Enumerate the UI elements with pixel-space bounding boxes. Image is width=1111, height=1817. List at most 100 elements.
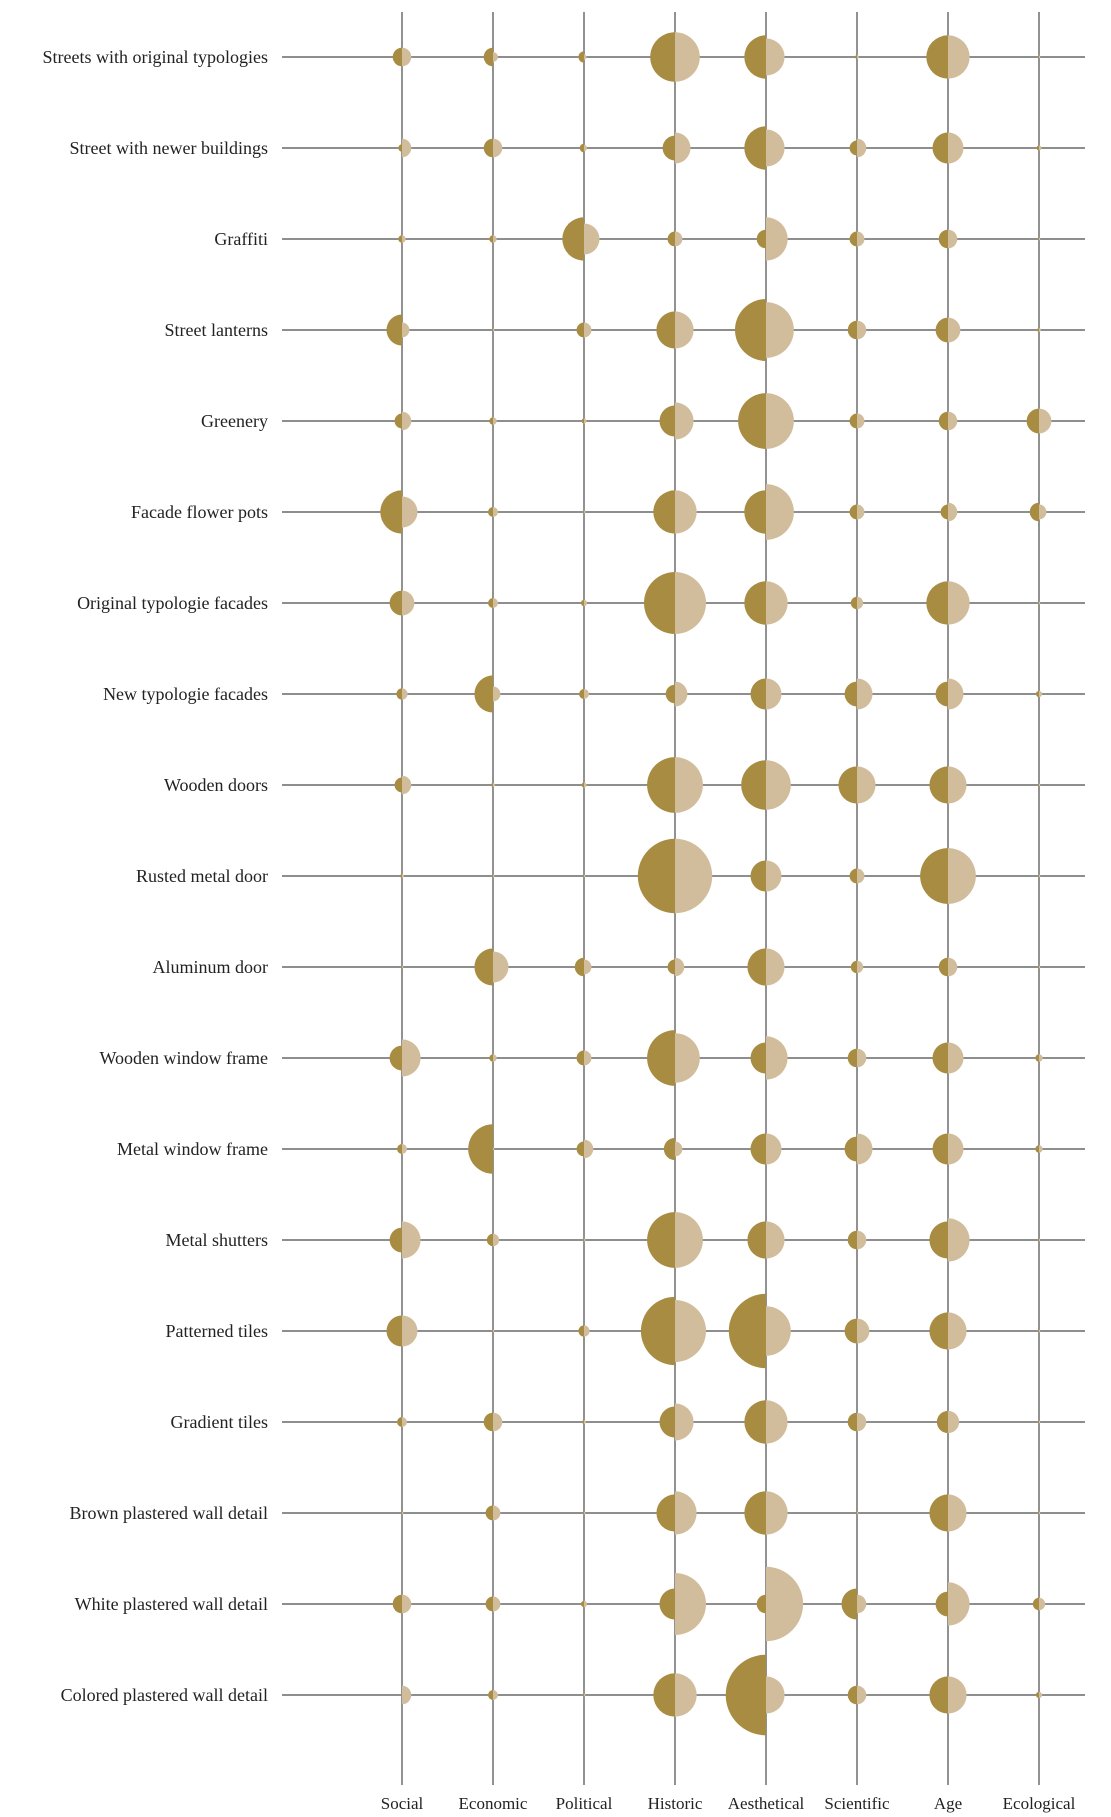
bubble-left-half — [932, 1042, 948, 1074]
bubble-left-half — [844, 681, 857, 707]
column-labels: Social Economic Political Historic Aesthetic… — [381, 1794, 1076, 1813]
bubble-right-half — [948, 678, 964, 710]
bubble-right-half — [584, 1238, 586, 1242]
bubble-left-half — [744, 1400, 766, 1444]
bubble-left-half — [397, 1144, 402, 1154]
bubble-left-half — [386, 314, 402, 346]
bubble-right-half — [584, 782, 587, 788]
bubble-left-half — [935, 1591, 948, 1617]
bubble-right-half — [948, 766, 967, 804]
bubble-left-half — [491, 874, 493, 878]
bubble-right-half — [675, 490, 697, 534]
bubble-right-half — [584, 1693, 586, 1697]
bubble-left-half — [468, 1124, 493, 1174]
bubble-left-half — [744, 490, 766, 534]
bubble-right-half — [766, 38, 785, 76]
bubble-left-half — [667, 231, 675, 247]
bubble-left-half — [847, 1048, 857, 1068]
bubble-right-half — [584, 418, 587, 424]
bubble-right-half — [493, 138, 503, 158]
bubble-right-half — [1039, 601, 1041, 605]
bubble-left-half — [647, 1212, 675, 1268]
row-label: Greenery — [201, 411, 268, 431]
bubble-left-half — [750, 1133, 766, 1165]
bubble-right-half — [1039, 874, 1041, 878]
bubble-right-half — [675, 838, 713, 914]
bubble-left-half — [850, 960, 857, 974]
row-label: Facade flower pots — [131, 502, 268, 522]
bubble-right-half — [675, 1300, 706, 1362]
bubble-left-half — [488, 507, 493, 517]
bubble-left-half — [400, 874, 402, 878]
bubble-right-half — [766, 393, 794, 449]
bubble-left-half — [582, 874, 584, 878]
bubble-right-half — [675, 311, 694, 349]
bubble-right-half — [948, 581, 970, 625]
bubble-right-half — [493, 783, 495, 787]
bubble-left-half — [1035, 1691, 1039, 1699]
bubble-left-half — [741, 760, 766, 810]
bubble-right-half — [402, 235, 406, 243]
bubble-right-half — [857, 320, 867, 340]
bubble-right-half — [857, 55, 859, 59]
bubble-left-half — [1032, 1597, 1039, 1611]
bubble-left-half — [929, 766, 948, 804]
bubble-left-half — [582, 1238, 584, 1242]
bubble-right-half — [675, 1403, 694, 1441]
bubble-right-half — [766, 1400, 788, 1444]
bubble-right-half — [1039, 237, 1041, 241]
column-label: Economic — [459, 1794, 528, 1813]
bubble-right-half — [1039, 504, 1047, 520]
bubble-left-half — [756, 1594, 766, 1614]
bubble-right-half — [766, 1036, 788, 1080]
row-label: Original typologie facades — [77, 593, 268, 613]
bubble-right-half — [584, 1325, 590, 1337]
bubble-right-half — [766, 1566, 804, 1642]
bubble-right-half — [675, 1141, 683, 1157]
bubble-left-half — [849, 140, 857, 156]
bubble-right-half — [402, 138, 412, 158]
bubble-right-half — [402, 1144, 407, 1154]
bubble-right-half — [675, 1212, 703, 1268]
bubble-right-half — [675, 1573, 706, 1635]
bubble-left-half — [838, 766, 857, 804]
bubble-right-half — [402, 874, 404, 878]
bubble-right-half — [493, 1690, 498, 1700]
row-label: Street with newer buildings — [70, 138, 268, 158]
bubble-left-half — [397, 1417, 402, 1427]
bubble-right-half — [584, 1600, 588, 1608]
column-label: Historic — [648, 1794, 703, 1813]
bubble-left-half — [744, 126, 766, 170]
bubble-right-half — [584, 599, 588, 607]
bubble-left-half — [483, 1412, 493, 1432]
bubble-left-half — [489, 1054, 493, 1062]
bubble-left-half — [581, 782, 584, 788]
bubble-left-half — [578, 1325, 584, 1337]
bubble-left-half — [389, 1045, 402, 1071]
bubble-left-half — [1037, 965, 1039, 969]
bubble-right-half — [1039, 965, 1041, 969]
bubble-left-half — [576, 1141, 584, 1157]
bubble-left-half — [935, 317, 948, 343]
bubble-right-half — [766, 1491, 788, 1535]
bubble-right-half — [493, 1505, 501, 1521]
bubble-right-half — [493, 874, 495, 878]
bubble-left-half — [667, 959, 675, 975]
bubble-left-half — [574, 957, 584, 977]
bubble-left-half — [400, 1511, 402, 1515]
row-label: Aluminum door — [153, 957, 269, 977]
row-labels: Streets with original typologies Street w… — [43, 47, 268, 1705]
bubble-left-half — [1029, 502, 1039, 522]
bubble-left-half — [847, 320, 857, 340]
bubble-left-half — [581, 418, 584, 424]
bubble-right-half — [493, 1596, 501, 1612]
bubble-left-half — [844, 1318, 857, 1344]
bubble-right-half — [675, 231, 683, 247]
bubble-right-half — [493, 1233, 500, 1247]
bubble-right-half — [584, 223, 600, 255]
bubble-right-half — [584, 959, 592, 975]
bubble-left-half — [400, 1693, 402, 1697]
row-label: Rusted metal door — [136, 866, 268, 886]
bubble-right-half — [493, 686, 501, 702]
column-label: Political — [556, 1794, 613, 1813]
